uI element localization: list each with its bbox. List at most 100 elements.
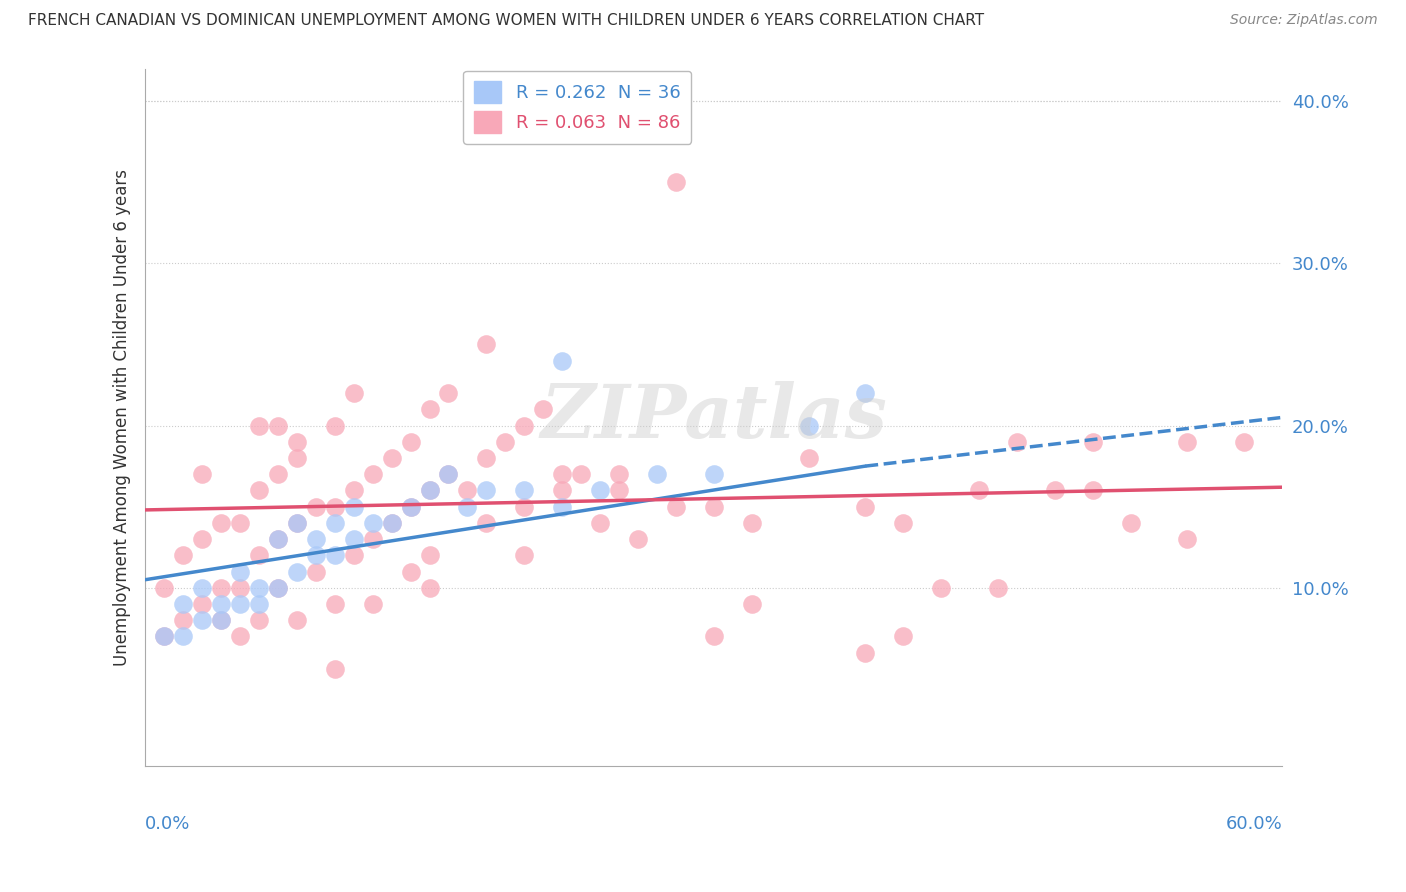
Point — [703, 467, 725, 482]
Point — [853, 646, 876, 660]
Point — [229, 581, 252, 595]
Point — [703, 630, 725, 644]
Point — [967, 483, 990, 498]
Point — [627, 532, 650, 546]
Point — [987, 581, 1010, 595]
Point — [551, 483, 574, 498]
Point — [665, 500, 688, 514]
Point — [191, 467, 214, 482]
Point — [305, 549, 328, 563]
Point — [419, 483, 441, 498]
Point — [305, 532, 328, 546]
Point — [607, 483, 630, 498]
Point — [209, 581, 232, 595]
Point — [361, 467, 384, 482]
Point — [853, 500, 876, 514]
Text: 0.0%: 0.0% — [145, 815, 191, 833]
Point — [305, 565, 328, 579]
Point — [437, 467, 460, 482]
Point — [267, 532, 290, 546]
Point — [1177, 434, 1199, 449]
Point — [247, 418, 270, 433]
Point — [551, 353, 574, 368]
Point — [645, 467, 668, 482]
Point — [209, 516, 232, 530]
Point — [247, 597, 270, 611]
Point — [229, 565, 252, 579]
Point — [343, 386, 366, 401]
Point — [741, 597, 763, 611]
Point — [172, 597, 194, 611]
Point — [381, 450, 404, 465]
Y-axis label: Unemployment Among Women with Children Under 6 years: Unemployment Among Women with Children U… — [114, 169, 131, 666]
Point — [153, 630, 176, 644]
Point — [891, 630, 914, 644]
Point — [343, 483, 366, 498]
Point — [797, 450, 820, 465]
Point — [399, 434, 422, 449]
Text: FRENCH CANADIAN VS DOMINICAN UNEMPLOYMENT AMONG WOMEN WITH CHILDREN UNDER 6 YEAR: FRENCH CANADIAN VS DOMINICAN UNEMPLOYMEN… — [28, 13, 984, 29]
Point — [361, 516, 384, 530]
Point — [513, 549, 536, 563]
Point — [191, 532, 214, 546]
Point — [513, 500, 536, 514]
Point — [209, 613, 232, 627]
Point — [569, 467, 592, 482]
Point — [343, 500, 366, 514]
Point — [153, 630, 176, 644]
Point — [513, 418, 536, 433]
Point — [285, 565, 308, 579]
Point — [419, 402, 441, 417]
Point — [191, 597, 214, 611]
Point — [589, 516, 612, 530]
Point — [665, 175, 688, 189]
Point — [494, 434, 516, 449]
Point — [475, 483, 498, 498]
Point — [191, 581, 214, 595]
Point — [399, 565, 422, 579]
Point — [153, 581, 176, 595]
Point — [853, 386, 876, 401]
Point — [399, 500, 422, 514]
Point — [209, 597, 232, 611]
Text: ZIPatlas: ZIPatlas — [540, 381, 887, 454]
Legend: R = 0.262  N = 36, R = 0.063  N = 86: R = 0.262 N = 36, R = 0.063 N = 86 — [464, 70, 692, 144]
Point — [741, 516, 763, 530]
Point — [267, 467, 290, 482]
Point — [1119, 516, 1142, 530]
Point — [475, 516, 498, 530]
Point — [419, 549, 441, 563]
Point — [361, 532, 384, 546]
Point — [513, 483, 536, 498]
Point — [209, 613, 232, 627]
Point — [551, 500, 574, 514]
Point — [703, 500, 725, 514]
Point — [172, 630, 194, 644]
Point — [381, 516, 404, 530]
Point — [247, 581, 270, 595]
Point — [229, 516, 252, 530]
Point — [323, 418, 346, 433]
Point — [1081, 483, 1104, 498]
Point — [267, 532, 290, 546]
Point — [1005, 434, 1028, 449]
Point — [323, 516, 346, 530]
Point — [343, 549, 366, 563]
Point — [1233, 434, 1256, 449]
Point — [419, 581, 441, 595]
Point — [437, 386, 460, 401]
Point — [229, 630, 252, 644]
Point — [285, 450, 308, 465]
Point — [456, 500, 478, 514]
Point — [172, 549, 194, 563]
Point — [247, 483, 270, 498]
Point — [323, 500, 346, 514]
Point — [1081, 434, 1104, 449]
Point — [419, 483, 441, 498]
Point — [343, 532, 366, 546]
Point — [172, 613, 194, 627]
Point — [607, 467, 630, 482]
Text: 60.0%: 60.0% — [1226, 815, 1282, 833]
Point — [267, 418, 290, 433]
Point — [437, 467, 460, 482]
